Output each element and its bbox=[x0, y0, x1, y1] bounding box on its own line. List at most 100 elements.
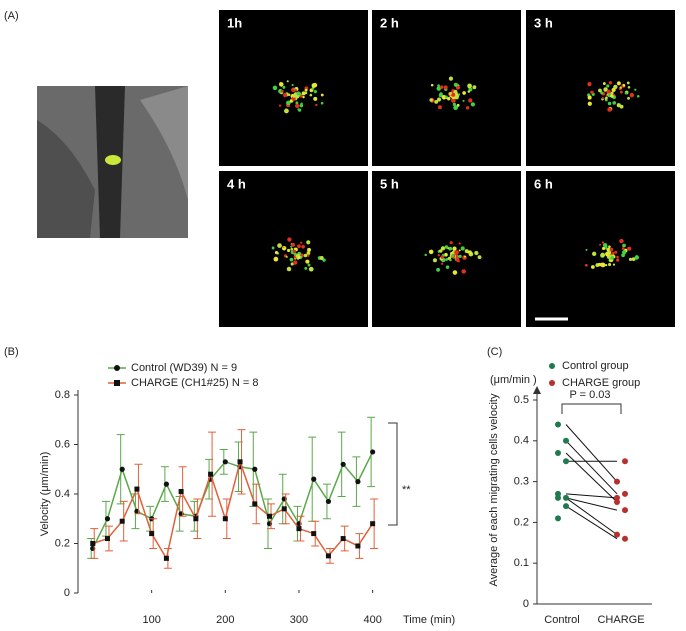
cell bbox=[447, 97, 451, 101]
cell bbox=[590, 265, 595, 269]
cell bbox=[453, 82, 458, 87]
cell bbox=[294, 103, 300, 109]
cell bbox=[608, 245, 611, 249]
cell bbox=[627, 86, 631, 89]
y-tick-label: 0.2 bbox=[55, 537, 70, 549]
marker bbox=[340, 461, 346, 467]
cell bbox=[307, 254, 310, 257]
cell bbox=[304, 266, 308, 270]
cell bbox=[601, 96, 604, 100]
dot bbox=[622, 490, 628, 497]
cell bbox=[297, 108, 301, 111]
cell bbox=[441, 94, 447, 100]
dot bbox=[563, 458, 569, 465]
y-axis-label: Average of each migrating cells velocity bbox=[488, 393, 500, 587]
cell bbox=[634, 255, 640, 260]
cell bbox=[445, 265, 450, 269]
cell bbox=[299, 103, 304, 108]
cell bbox=[439, 249, 443, 253]
cell bbox=[437, 105, 442, 110]
bracket bbox=[388, 422, 398, 526]
cell bbox=[452, 270, 458, 275]
cell bbox=[463, 255, 466, 258]
cell bbox=[622, 243, 626, 248]
marker bbox=[119, 518, 125, 524]
cell bbox=[437, 253, 440, 257]
cell bbox=[438, 93, 443, 98]
cell bbox=[436, 86, 442, 91]
cell bbox=[297, 253, 300, 257]
cell bbox=[460, 246, 465, 251]
cell bbox=[271, 246, 275, 250]
micrographs bbox=[37, 86, 188, 238]
marker bbox=[252, 501, 258, 507]
cell bbox=[612, 251, 615, 255]
cell bbox=[424, 253, 427, 257]
marker bbox=[104, 536, 110, 542]
tissue bbox=[140, 86, 188, 200]
cell bbox=[585, 248, 588, 251]
cell bbox=[277, 243, 282, 248]
cell bbox=[467, 83, 472, 89]
cell bbox=[319, 255, 324, 260]
cell bbox=[286, 100, 291, 106]
cell bbox=[631, 257, 636, 262]
cell bbox=[300, 102, 303, 105]
cell bbox=[452, 102, 456, 106]
frame-label: 6 h bbox=[534, 176, 553, 191]
x-tick-label: CHARGE bbox=[597, 614, 644, 626]
cell bbox=[600, 252, 606, 258]
dot bbox=[622, 458, 628, 465]
cell bbox=[602, 246, 606, 251]
cell bbox=[434, 99, 439, 104]
cell bbox=[636, 94, 640, 98]
cell bbox=[607, 101, 612, 106]
cell bbox=[602, 243, 608, 248]
marker bbox=[163, 481, 169, 487]
cell bbox=[603, 87, 608, 92]
x-tick-label: Control bbox=[544, 614, 579, 626]
cell bbox=[600, 91, 604, 95]
marker bbox=[90, 541, 96, 546]
frame bbox=[526, 10, 675, 166]
y-tick-label: 0 bbox=[523, 598, 529, 610]
marker bbox=[355, 479, 361, 485]
cell bbox=[287, 237, 292, 242]
cell bbox=[428, 249, 434, 255]
cell bbox=[602, 82, 606, 86]
cell bbox=[273, 256, 279, 262]
cell bbox=[610, 91, 614, 95]
cell bbox=[287, 248, 291, 253]
cell bbox=[601, 241, 605, 244]
cell bbox=[608, 262, 612, 266]
pair-line bbox=[565, 497, 618, 536]
marker bbox=[370, 449, 376, 455]
frame-label: 5 h bbox=[380, 176, 399, 191]
marker bbox=[355, 543, 361, 549]
cell bbox=[448, 246, 453, 251]
cell bbox=[458, 242, 461, 245]
cell bbox=[302, 95, 305, 99]
cell bbox=[455, 85, 460, 90]
marker bbox=[208, 471, 214, 477]
cell bbox=[289, 257, 294, 262]
cell bbox=[457, 93, 461, 96]
cell bbox=[584, 263, 588, 267]
legend-label: Control (WD39) N = 9 bbox=[131, 362, 237, 374]
dot bbox=[555, 421, 561, 428]
y-tick-label: 0.4 bbox=[55, 488, 70, 500]
cell bbox=[451, 254, 455, 258]
cell bbox=[604, 97, 608, 100]
y-tick-label: 0.3 bbox=[514, 476, 529, 488]
cell bbox=[606, 84, 610, 88]
cell bbox=[320, 93, 324, 97]
cell bbox=[311, 83, 317, 88]
cell bbox=[307, 247, 311, 252]
dot bbox=[555, 494, 561, 501]
cell bbox=[313, 90, 317, 94]
frame bbox=[219, 171, 368, 327]
pair-line bbox=[565, 505, 618, 540]
y-tick-label: 0.5 bbox=[514, 394, 529, 406]
pair-line bbox=[565, 497, 618, 511]
x-tick-label: 200 bbox=[216, 614, 234, 626]
